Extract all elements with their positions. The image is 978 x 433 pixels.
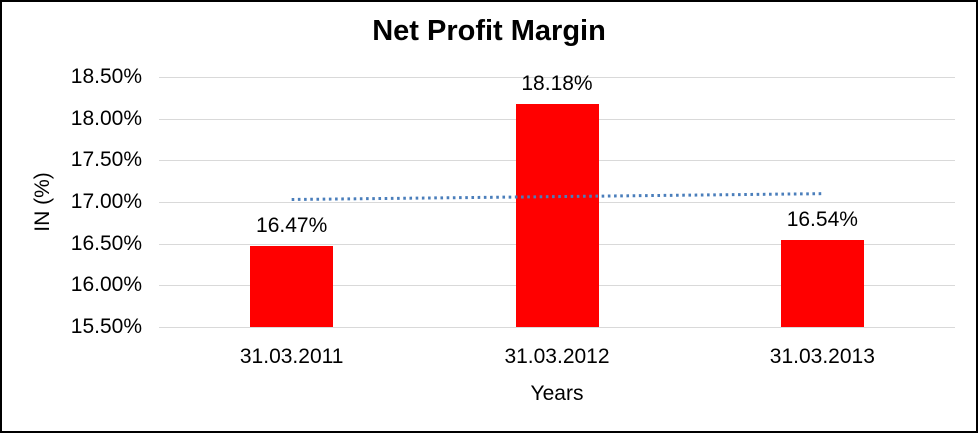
chart-title: Net Profit Margin <box>372 15 606 47</box>
x-tick-label: 31.03.2012 <box>504 345 610 368</box>
gridline <box>159 77 955 78</box>
y-tick-label: 16.00% <box>70 273 142 296</box>
bar <box>250 246 334 327</box>
trendline-line <box>291 192 823 201</box>
y-tick-label: 17.00% <box>70 190 142 213</box>
x-axis-title: Years <box>530 382 584 405</box>
y-tick-label: 15.50% <box>70 315 142 338</box>
gridline <box>159 327 955 328</box>
x-tick-label: 31.03.2011 <box>239 345 344 368</box>
bar-data-label: 18.18% <box>521 71 593 95</box>
y-tick-label: 17.50% <box>70 148 142 171</box>
bar <box>780 240 864 327</box>
bar-data-label: 16.47% <box>256 214 328 238</box>
bar-data-label: 16.54% <box>786 208 858 232</box>
trendline <box>291 192 823 201</box>
y-tick-label: 18.00% <box>70 107 142 130</box>
x-tick-label: 31.03.2013 <box>769 345 875 368</box>
bar <box>515 103 599 327</box>
y-tick-label: 16.50% <box>70 232 142 255</box>
plot-area: 16.47% 18.18% 16.54% <box>159 72 955 328</box>
y-tick-label: 18.50% <box>70 65 142 88</box>
